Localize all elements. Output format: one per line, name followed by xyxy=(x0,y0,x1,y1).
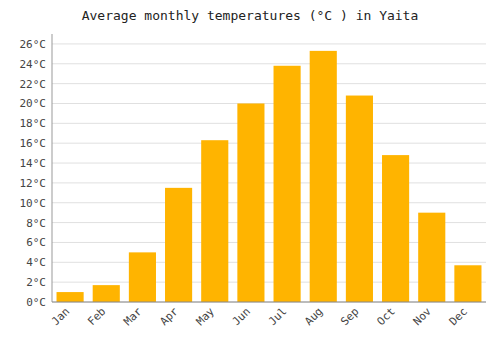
x-tick-label: Nov xyxy=(411,305,435,329)
y-tick-label: 12°C xyxy=(20,177,47,190)
x-tick-label: Sep xyxy=(338,305,361,328)
y-tick-label: 18°C xyxy=(20,117,47,130)
bar xyxy=(454,265,481,302)
grid-line xyxy=(52,103,486,104)
grid-line xyxy=(52,143,486,144)
grid-line xyxy=(52,302,486,303)
x-tick-label: Feb xyxy=(85,305,108,328)
bar xyxy=(93,285,120,302)
y-tick-label: 24°C xyxy=(20,58,47,71)
y-tick-label: 26°C xyxy=(20,38,47,51)
x-tick-label: Mar xyxy=(121,305,145,329)
x-tick-label: Oct xyxy=(374,305,397,328)
y-tick-label: 4°C xyxy=(26,256,46,269)
title: Average monthly temperatures (°C ) in Ya… xyxy=(82,8,419,23)
grid-line xyxy=(52,83,486,84)
grid-line xyxy=(52,123,486,124)
x-tick-label: Jan xyxy=(49,305,72,328)
y-tick-label: 16°C xyxy=(20,137,47,150)
y-tick-label: 6°C xyxy=(26,236,46,249)
y-tick-label: 8°C xyxy=(26,217,46,230)
y-tick-label: 22°C xyxy=(20,78,47,91)
y-tick-label: 0°C xyxy=(26,296,46,309)
page: Chart html, body { margin: 0; padding: 0… xyxy=(0,0,500,350)
bar xyxy=(310,51,337,302)
y-tick-label: 20°C xyxy=(20,97,47,110)
y-tick-label: 2°C xyxy=(26,276,46,289)
bar xyxy=(274,66,301,302)
bar xyxy=(165,188,192,302)
bar xyxy=(346,96,373,302)
x-tick-label: Jul xyxy=(266,305,289,328)
bars xyxy=(57,51,482,302)
x-tick-label: Dec xyxy=(447,305,470,328)
page-body: {"chart_data": {"type": "bar", "title": … xyxy=(0,0,500,350)
bar xyxy=(418,213,445,302)
x-tick-label: May xyxy=(194,305,218,329)
y-tick-label: 14°C xyxy=(20,157,47,170)
y-tick-label: 10°C xyxy=(20,197,47,210)
bar xyxy=(129,252,156,302)
grid-line xyxy=(52,202,486,203)
x-tick-label: Jun xyxy=(230,305,253,328)
y-axis: 0°C 2°C 4°C 6°C 8°C 10°C 12°C 14°C 16°C 18°C 20°C 2… xyxy=(20,34,487,309)
bar xyxy=(201,140,228,302)
x-axis-line xyxy=(52,302,486,303)
x-tick-label: Apr xyxy=(157,305,181,329)
bar xyxy=(57,292,84,302)
grid-line xyxy=(52,63,486,64)
bar xyxy=(382,155,409,302)
chart: Average monthly temperatures (°C ) in Ya… xyxy=(0,0,500,350)
grid-line xyxy=(52,43,486,44)
grid-line xyxy=(52,182,486,183)
x-axis: Jan Feb Mar Apr May Jun Jul Aug Sep Oct Nov Dec xyxy=(49,302,486,328)
bar xyxy=(237,103,264,302)
y-axis-line xyxy=(52,34,53,302)
grid-line xyxy=(52,163,486,164)
x-tick-label: Aug xyxy=(302,305,325,328)
